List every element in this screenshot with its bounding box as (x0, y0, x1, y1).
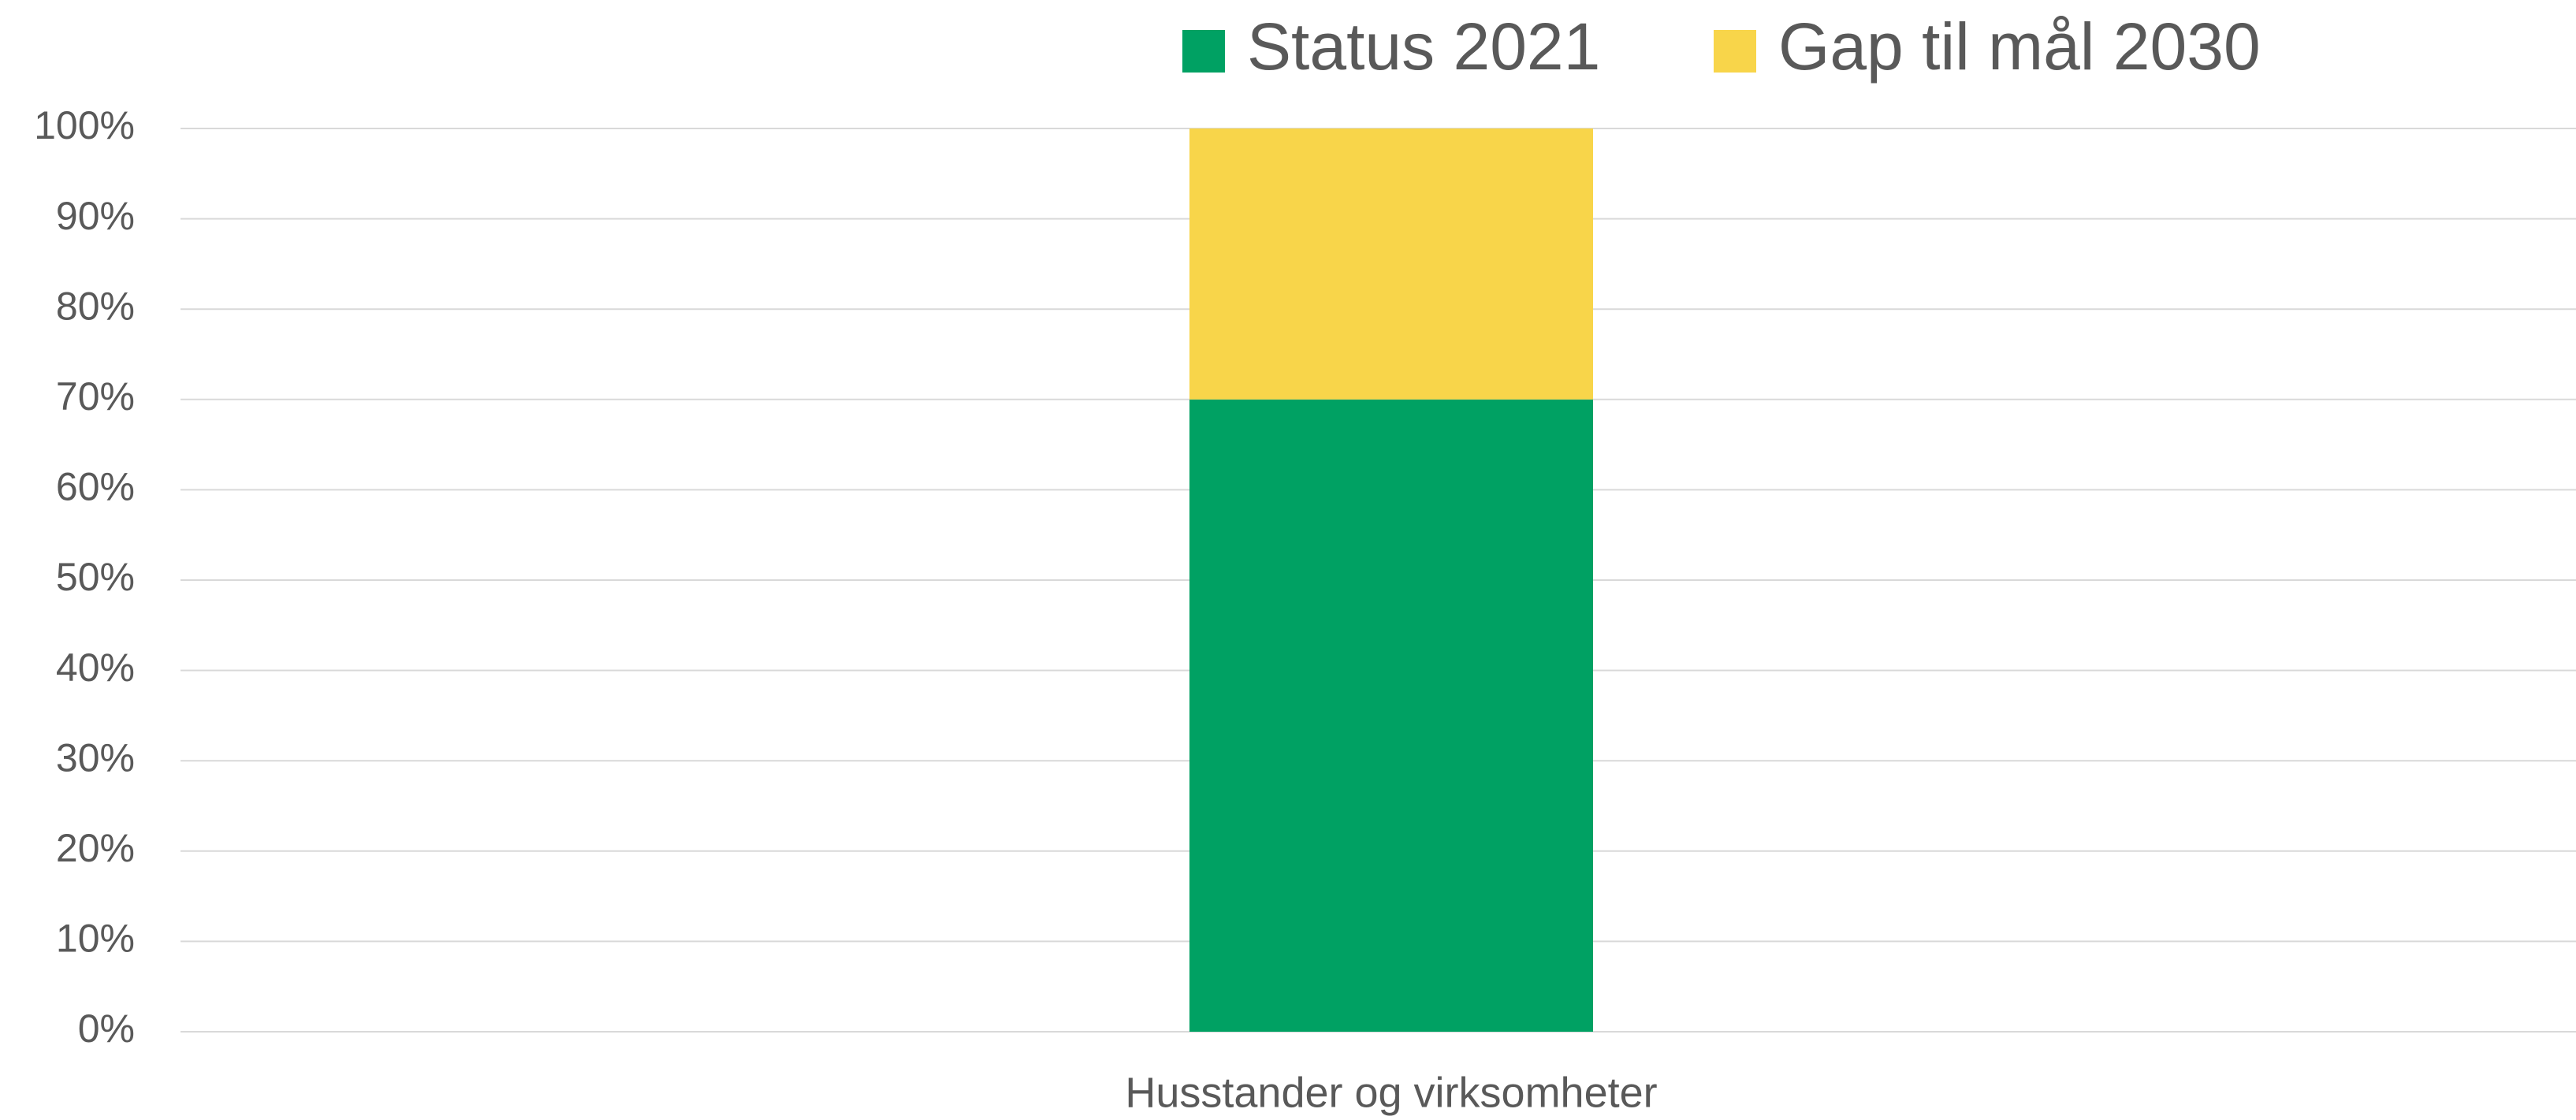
y-tick-label: 60% (56, 465, 135, 509)
x-tick-label: Husstander og virksomheter (1125, 1069, 1657, 1116)
y-tick-label: 100% (34, 103, 135, 147)
y-tick-label: 40% (56, 646, 135, 690)
legend-swatch (1182, 30, 1225, 73)
y-tick-label: 70% (56, 374, 135, 419)
bar-segment (1189, 399, 1593, 1032)
y-tick-label: 50% (56, 555, 135, 599)
y-tick-label: 10% (56, 917, 135, 961)
legend-label: Status 2021 (1247, 9, 1600, 84)
y-tick-label: 80% (56, 284, 135, 328)
legend-label: Gap til mål 2030 (1778, 9, 2261, 84)
y-tick-label: 20% (56, 826, 135, 870)
legend-swatch (1714, 30, 1756, 73)
bar-segment (1189, 128, 1593, 400)
y-tick-label: 90% (56, 194, 135, 238)
y-tick-label: 30% (56, 735, 135, 780)
y-tick-label: 0% (78, 1007, 135, 1051)
